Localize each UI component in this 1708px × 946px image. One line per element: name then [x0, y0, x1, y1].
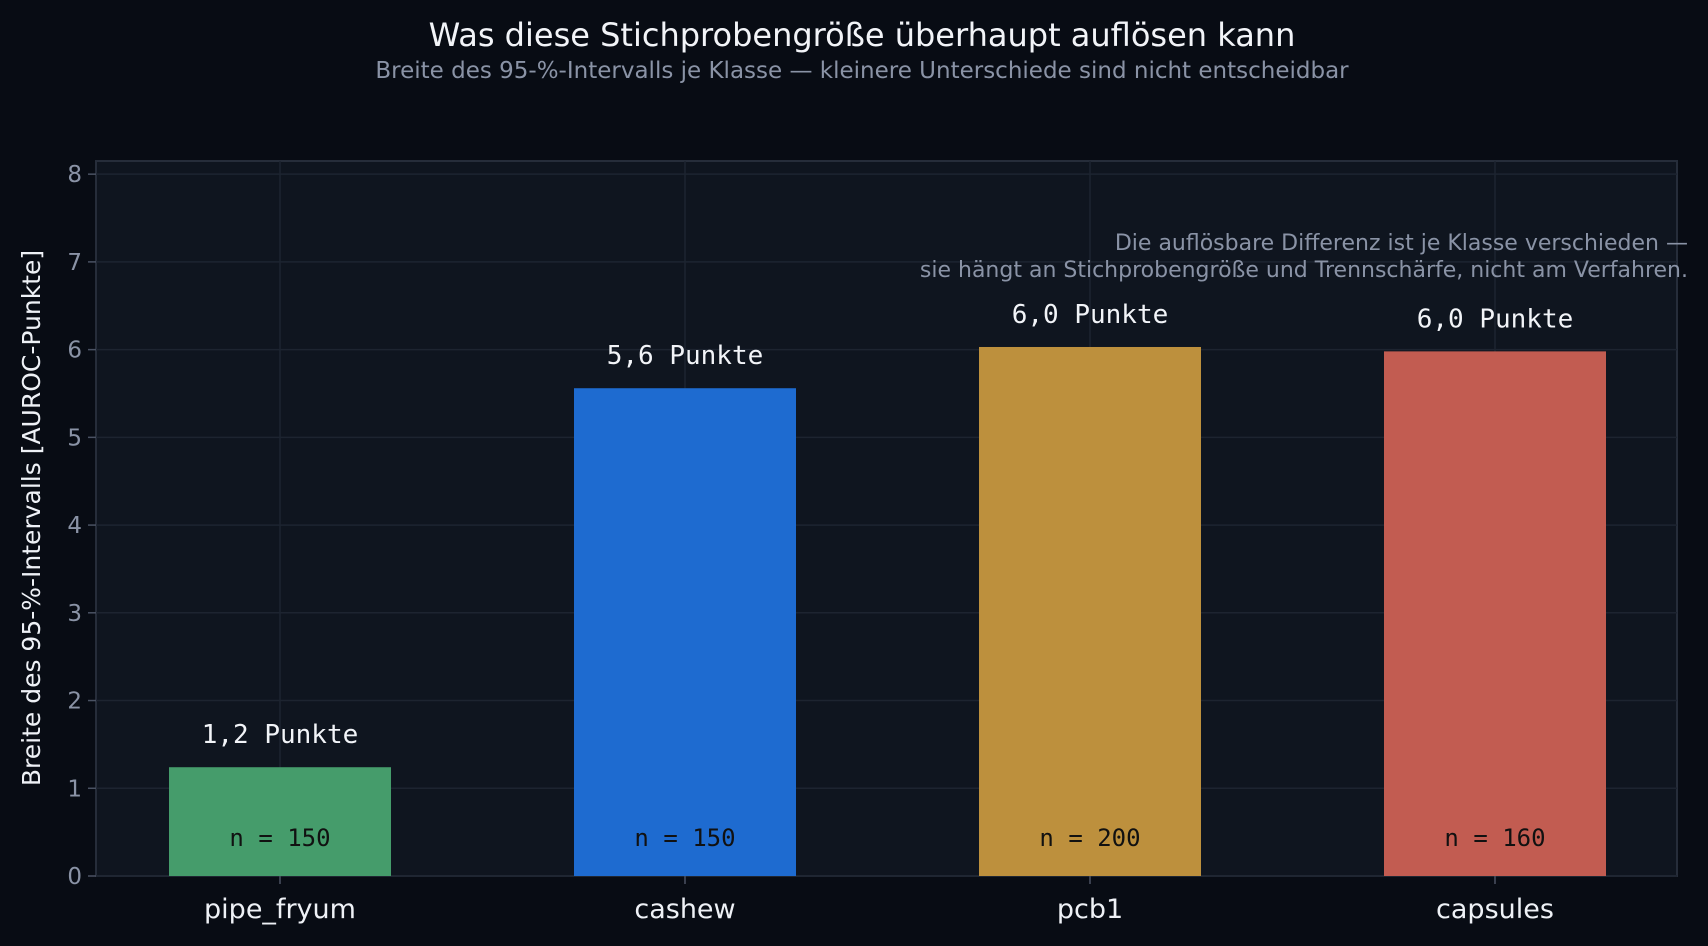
y-axis-label: Breite des 95-%-Intervalls [AUROC-Punkte…: [17, 250, 46, 786]
x-tick-label: pipe_fryum: [204, 894, 356, 925]
value-label: 6,0 Punkte: [1417, 304, 1574, 334]
y-tick-label: 6: [67, 338, 82, 364]
y-tick-label: 3: [67, 601, 82, 627]
value-label: 6,0 Punkte: [1012, 300, 1169, 330]
y-tick-label: 7: [67, 250, 82, 276]
x-tick-label: cashew: [634, 894, 735, 925]
n-label: n = 160: [1444, 824, 1545, 852]
bar-capsules: [1384, 351, 1606, 876]
y-tick-label: 8: [67, 162, 82, 188]
annotation-line-2: sie hängt an Stichprobengröße und Trenns…: [920, 258, 1688, 283]
y-axis: 0 1 2 3 4 5 6 7 8: [67, 162, 96, 890]
x-tick-label: pcb1: [1057, 894, 1123, 925]
n-label: n = 200: [1039, 824, 1140, 852]
bars: 1,2 Punkte n = 150 5,6 Punkte n = 150 6,0 Pu…: [169, 300, 1606, 876]
y-tick-label: 2: [67, 689, 82, 715]
bar-cashew: [574, 388, 796, 876]
bar-pcb1: [979, 346, 1201, 876]
y-tick-label: 0: [67, 864, 82, 890]
y-tick-label: 1: [67, 776, 82, 802]
value-label: 5,6 Punkte: [607, 341, 764, 371]
y-tick-label: 5: [67, 425, 82, 451]
x-axis: pipe_fryum cashew pcb1 capsules: [204, 876, 1554, 925]
n-label: n = 150: [634, 824, 735, 852]
chart-subtitle: Breite des 95-%-Intervalls je Klasse — k…: [375, 58, 1349, 84]
x-tick-label: capsules: [1436, 894, 1554, 925]
bar-pipe_fryum: [169, 767, 391, 876]
annotation-line-1: Die auflösbare Differenz ist je Klasse v…: [1115, 231, 1688, 256]
y-tick-label: 4: [67, 513, 82, 539]
value-label: 1,2 Punkte: [202, 720, 359, 750]
chart-title: Was diese Stichprobengröße überhaupt auf…: [429, 16, 1296, 54]
n-label: n = 150: [229, 824, 330, 852]
